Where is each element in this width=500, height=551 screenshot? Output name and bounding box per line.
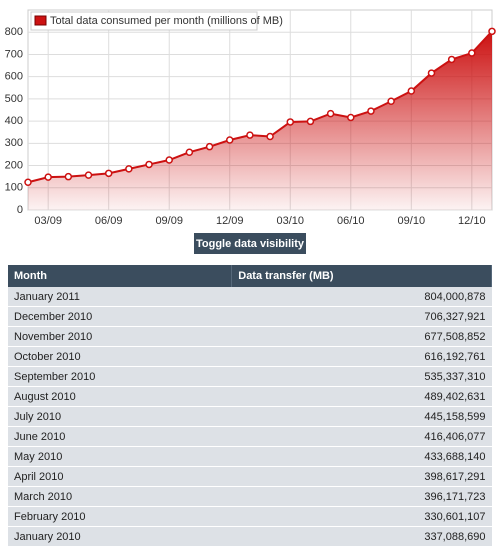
- point: [44, 173, 52, 181]
- table-cell: June 2010: [8, 426, 232, 447]
- header-row: Month Data transfer (MB): [8, 265, 492, 287]
- table-cell: July 2010: [8, 406, 232, 427]
- table-cell: 445,158,599: [231, 406, 492, 427]
- table-cell: 535,337,310: [231, 366, 492, 387]
- table-cell: 396,171,723: [231, 486, 492, 507]
- table-cell: 616,192,761: [231, 346, 492, 367]
- table-cell: May 2010: [8, 446, 232, 467]
- point: [447, 55, 456, 64]
- point: [104, 169, 113, 178]
- table-cell: March 2010: [8, 486, 232, 507]
- table-cell: 804,000,878: [231, 287, 492, 307]
- point: [286, 118, 295, 126]
- table-cell: 433,688,140: [231, 446, 492, 467]
- chart: 0 100 200 300 400 500 600 700 800 03/09 06/09 09/09…: [5, 9, 496, 227]
- point: [145, 160, 153, 169]
- point: [246, 131, 254, 139]
- point: [387, 97, 395, 105]
- table-row: July 2010 445,158,599: [8, 406, 492, 427]
- toggle-button[interactable]: Toggle data visibility: [194, 233, 306, 254]
- y-tick-label: 600: [5, 71, 23, 83]
- table-cell: 398,617,291: [231, 466, 492, 487]
- table-cell: 330,601,107: [231, 506, 492, 527]
- point: [24, 178, 32, 186]
- table-cell: February 2010: [8, 506, 232, 527]
- point: [205, 142, 214, 151]
- y-tick-label: 400: [5, 115, 23, 127]
- point: [427, 69, 436, 77]
- table-row: January 2010 337,088,690: [8, 526, 492, 547]
- area: [28, 31, 492, 211]
- table-cell: August 2010: [8, 386, 232, 407]
- table-row: August 2010 489,402,631: [8, 386, 492, 407]
- point: [306, 117, 315, 126]
- table-cell: 489,402,631: [231, 386, 492, 407]
- point: [84, 171, 93, 179]
- point: [488, 27, 496, 36]
- point: [468, 49, 476, 57]
- y-tick-label: 300: [5, 137, 23, 149]
- y-tick-label: 100: [5, 182, 23, 194]
- point: [326, 109, 335, 118]
- x-tick-label: 03/09: [34, 215, 62, 227]
- table-cell: 706,327,921: [231, 306, 492, 327]
- y-tick-label: 800: [5, 26, 23, 38]
- table-cell: 337,088,690: [231, 526, 492, 547]
- point: [225, 136, 234, 144]
- table-row: March 2010 396,171,723: [8, 486, 492, 507]
- table-row: June 2010 416,406,077: [8, 426, 492, 447]
- legend-swatch: [34, 15, 47, 26]
- table-cell: 416,406,077: [231, 426, 492, 447]
- column-header: Month: [8, 265, 233, 287]
- point: [165, 156, 173, 164]
- table-cell: December 2010: [8, 306, 232, 327]
- x-tick-label: 06/10: [337, 215, 365, 227]
- y-tick-label: 700: [5, 48, 23, 60]
- legend-box: [30, 11, 258, 31]
- table-cell: October 2010: [8, 346, 232, 367]
- table-row: April 2010 398,617,291: [8, 466, 492, 487]
- table-row: January 2011 804,000,878: [8, 287, 492, 307]
- y-tick-label: 0: [17, 204, 23, 216]
- table-cell: April 2010: [8, 466, 232, 487]
- x-tick-label: 03/10: [276, 215, 304, 227]
- x-tick-label: 06/09: [95, 215, 123, 227]
- table-row: May 2010 433,688,140: [8, 446, 492, 467]
- y-tick-label: 500: [5, 93, 23, 105]
- table-cell: 677,508,852: [231, 326, 492, 347]
- table-cell: November 2010: [8, 326, 232, 347]
- x-tick-label: 09/09: [155, 215, 183, 227]
- y-tick-label: 200: [5, 159, 23, 171]
- table-cell: January 2010: [8, 526, 232, 547]
- point: [266, 132, 274, 141]
- table-row: October 2010 616,192,761: [8, 346, 492, 367]
- point: [64, 172, 73, 181]
- point: [407, 87, 416, 95]
- legend-label: Total data consumed per month (millions …: [50, 15, 283, 27]
- point: [125, 165, 133, 173]
- point: [347, 113, 355, 122]
- table-row: December 2010 706,327,921: [8, 306, 492, 327]
- table-cell: January 2011: [8, 287, 232, 307]
- table-cell: September 2010: [8, 366, 232, 387]
- point: [367, 107, 375, 115]
- x-tick-label: 12/09: [216, 215, 244, 227]
- table-row: September 2010 535,337,310: [8, 366, 492, 387]
- point: [185, 148, 194, 156]
- column-header: Data transfer (MB): [231, 265, 492, 287]
- table-row: November 2010 677,508,852: [8, 326, 492, 347]
- table-row: February 2010 330,601,107: [8, 506, 492, 527]
- x-tick-label: 12/10: [458, 215, 486, 227]
- data-table: Month Data transfer (MB) January 2011 804,0…: [8, 265, 492, 547]
- x-tick-label: 09/10: [398, 215, 426, 227]
